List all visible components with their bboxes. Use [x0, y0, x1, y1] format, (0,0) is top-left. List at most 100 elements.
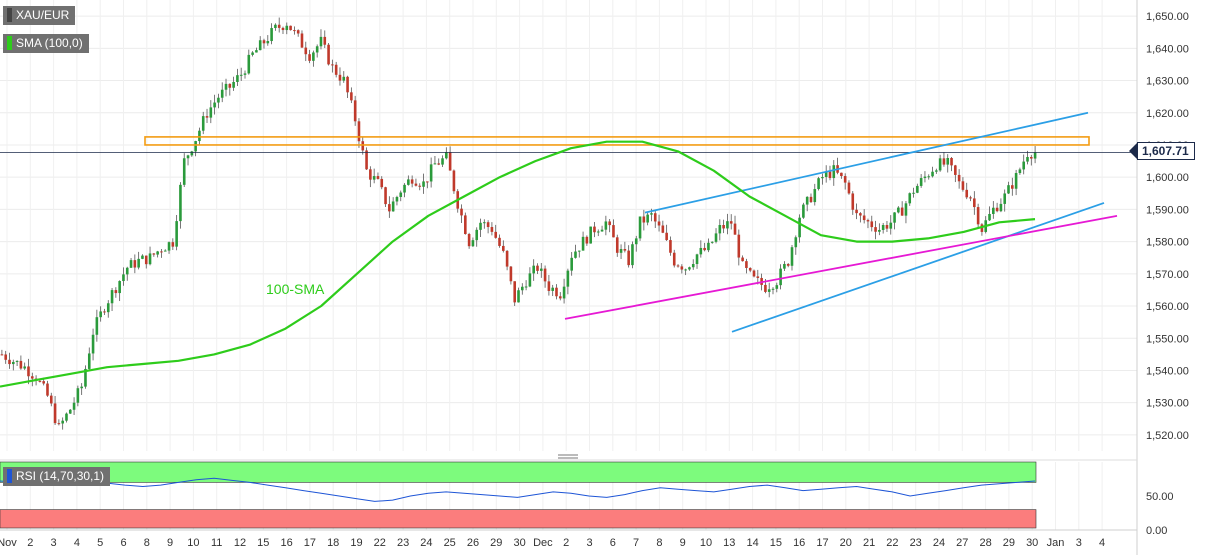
x-tick-label: 27	[956, 537, 968, 549]
rsi-indicator-label[interactable]: RSI (14,70,30,1)	[3, 467, 111, 486]
x-tick-label: 16	[793, 537, 805, 549]
candle-body	[357, 121, 361, 142]
candle-body	[574, 251, 577, 258]
x-tick-label: 10	[187, 537, 199, 549]
candle-body	[1011, 185, 1014, 189]
candle-body	[49, 395, 53, 404]
candle-body	[938, 158, 942, 171]
y-tick-label: 1,570.00	[1146, 269, 1189, 281]
candle-body	[205, 116, 209, 118]
candle-body	[331, 64, 334, 66]
candle-body	[486, 222, 490, 228]
candle-body	[862, 215, 866, 221]
last-price-arrow-icon	[1129, 142, 1138, 160]
candle-body	[718, 225, 722, 234]
candle-body	[42, 381, 45, 384]
candle-body	[577, 250, 581, 252]
x-tick-label: 3	[51, 537, 57, 549]
symbol-label[interactable]: XAU/EUR	[3, 6, 76, 25]
candle-body	[23, 366, 26, 369]
candle-body	[38, 380, 42, 382]
candle-body	[388, 204, 391, 212]
candle-body	[414, 183, 418, 186]
candle-body	[513, 281, 517, 303]
candle-body	[27, 366, 30, 377]
candle-body	[813, 189, 817, 203]
candle-body	[464, 215, 467, 235]
overlays	[0, 111, 1137, 502]
candle-body	[684, 269, 687, 271]
candle-body	[133, 260, 137, 268]
candle-body	[710, 241, 714, 243]
candle-body	[15, 360, 19, 362]
y-tick-label: 1,630.00	[1146, 76, 1189, 88]
candle-body	[1003, 193, 1007, 204]
candle-body	[323, 36, 327, 45]
panel-resize-handle[interactable]	[558, 454, 578, 459]
candle-body	[802, 204, 805, 218]
candle-body	[255, 50, 258, 53]
candle-body	[338, 74, 342, 81]
candle-body	[638, 216, 642, 239]
candle-body	[475, 229, 479, 241]
x-tick-label: 17	[816, 537, 828, 549]
candle-body	[950, 157, 953, 166]
x-tick-label: 30	[513, 537, 525, 549]
y-tick-label: 1,550.00	[1146, 333, 1189, 345]
candle-body	[441, 158, 444, 165]
candle-body	[502, 245, 505, 251]
candle-body	[61, 420, 64, 424]
candle-body	[767, 289, 771, 292]
candle-body	[737, 234, 741, 258]
candle-body	[870, 221, 874, 228]
candle-body	[217, 97, 220, 103]
candle-body	[11, 361, 15, 365]
x-tick-label: 22	[886, 537, 898, 549]
candle-body	[353, 100, 357, 122]
candle-body	[65, 413, 68, 421]
candle-body	[699, 247, 703, 255]
candle-body	[585, 236, 589, 244]
candle-body	[467, 234, 471, 247]
candle-body	[137, 258, 140, 268]
candle-body	[220, 89, 224, 98]
x-tick-label: 20	[840, 537, 852, 549]
candle-body	[156, 251, 159, 255]
candle-body	[437, 163, 441, 165]
candle-body	[885, 224, 889, 229]
candle-body	[672, 252, 676, 266]
candle-body	[631, 244, 634, 266]
candle-body	[1007, 185, 1010, 194]
candle-body	[266, 41, 270, 44]
candle-body	[346, 76, 349, 93]
candle-body	[4, 354, 7, 360]
candle-body	[129, 260, 133, 268]
x-tick-label: 4	[1099, 537, 1105, 549]
x-tick-label: 25	[444, 537, 456, 549]
candle-body	[0, 354, 4, 356]
candle-body	[646, 214, 649, 223]
support-trend-line	[564, 214, 1118, 320]
candle-body	[72, 402, 76, 410]
candle-body	[236, 75, 239, 82]
lower-channel-line	[731, 202, 1105, 333]
candle-body	[783, 263, 786, 269]
x-tick-label: 22	[374, 537, 386, 549]
candle-body	[460, 208, 463, 216]
candle-body	[859, 213, 862, 216]
candle-body	[114, 290, 118, 294]
candle-body	[144, 255, 148, 265]
candle-body	[490, 227, 494, 232]
candle-body	[843, 176, 847, 183]
candle-body	[334, 64, 338, 75]
y-tick-label: 1,540.00	[1146, 365, 1189, 377]
candle-body	[403, 184, 406, 193]
candle-body	[904, 203, 908, 216]
x-tick-label: 12	[234, 537, 246, 549]
sma-indicator-label[interactable]: SMA (100,0)	[3, 34, 89, 53]
candle-body	[912, 192, 915, 194]
candle-body	[418, 185, 422, 187]
x-tick-label: 29	[490, 537, 502, 549]
candle-body	[228, 83, 232, 88]
